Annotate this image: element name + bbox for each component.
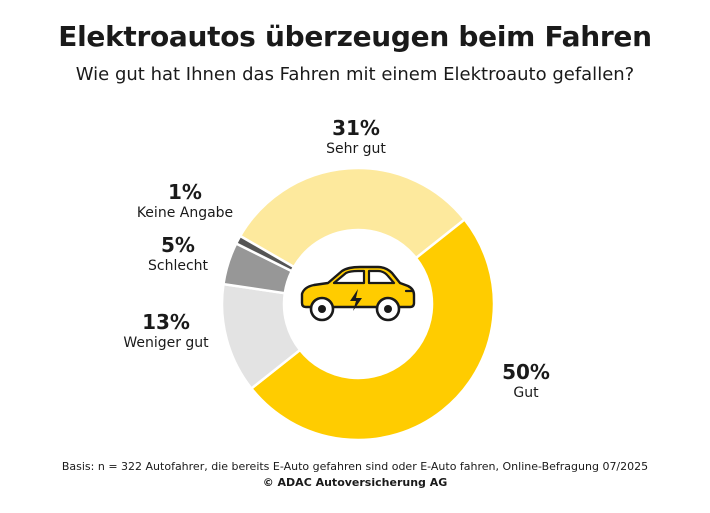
slice-label-keine-angabe: 1% Keine Angabe <box>124 180 246 222</box>
slice-label-schlecht: 5% Schlecht <box>128 233 228 275</box>
slice-category: Keine Angabe <box>136 205 234 221</box>
slice-value: 13% <box>142 310 190 334</box>
electric-car-icon <box>300 265 416 322</box>
chart-subtitle: Wie gut hat Ihnen das Fahren mit einem E… <box>75 64 635 85</box>
footer-copyright: © ADAC Autoversicherung AG <box>262 476 448 489</box>
slice-value: 31% <box>332 116 380 140</box>
slice-gut <box>249 217 496 441</box>
slice-label-gut: 50% Gut <box>480 360 572 402</box>
slice-category: Schlecht <box>147 258 209 274</box>
slice-keine-angabe <box>234 234 296 273</box>
slice-category: Sehr gut <box>326 141 386 157</box>
slice-category: Weniger gut <box>123 335 209 351</box>
slice-value: 5% <box>161 233 195 257</box>
slice-category: Gut <box>513 385 539 401</box>
slice-value: 50% <box>502 360 550 384</box>
slice-value: 1% <box>168 180 202 204</box>
footer-basis: Basis: n = 322 Autofahrer, die bereits E… <box>61 460 649 473</box>
chart-title: Elektroautos überzeugen beim Fahren <box>58 20 652 53</box>
slice-sehr-gut <box>238 166 467 269</box>
slice-label-weniger-gut: 13% Weniger gut <box>110 310 222 352</box>
slice-label-sehr-gut: 31% Sehr gut <box>300 116 412 158</box>
